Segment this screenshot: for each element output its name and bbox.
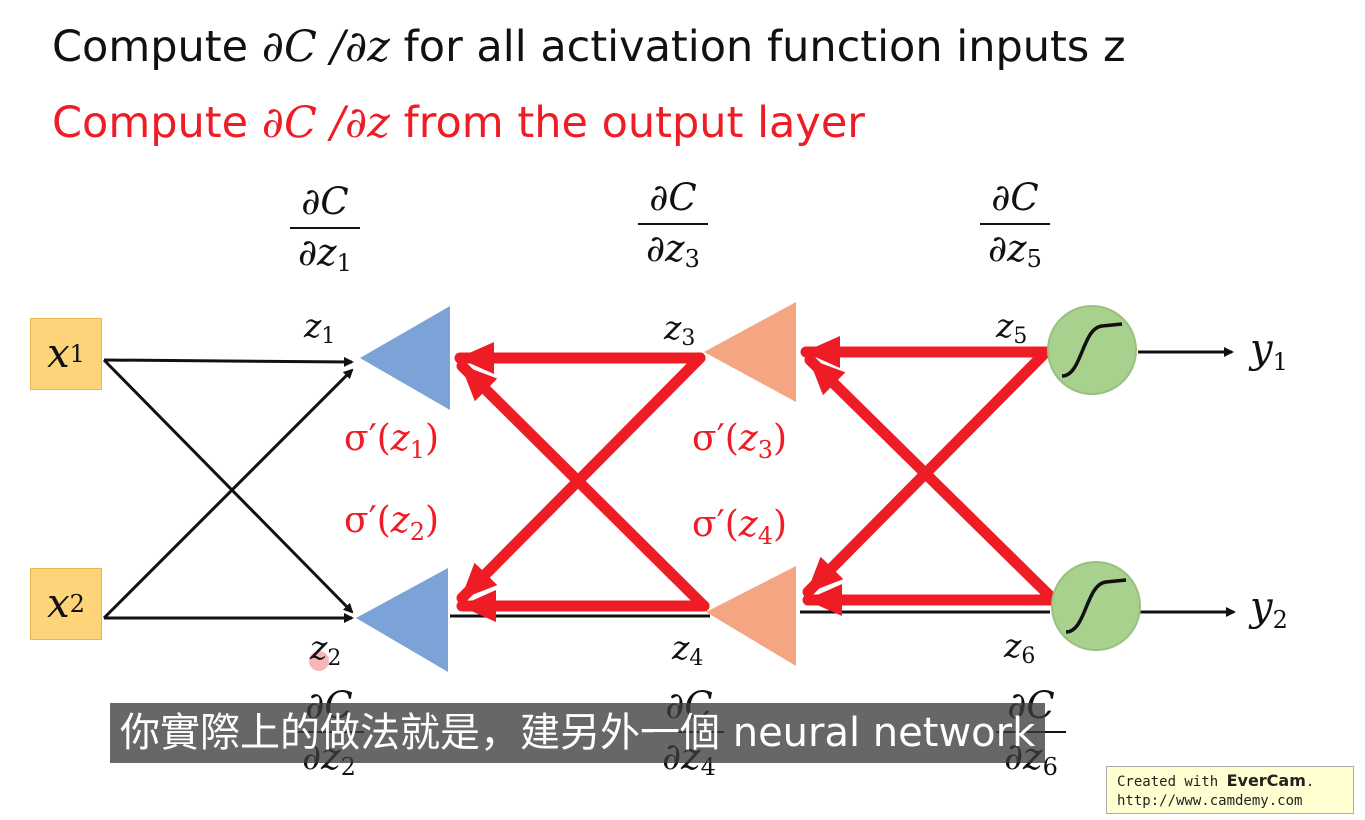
title-math: ∂C /∂z: [261, 22, 390, 72]
z2-label: z2: [310, 628, 342, 671]
dC-dz1-fraction: ∂C ∂z1: [270, 180, 380, 277]
edge-x1-z1: [103, 356, 354, 367]
subtitle-text-after: from the output layer: [389, 98, 865, 148]
slide-title: Compute ∂C /∂z for all activation functi…: [52, 22, 1126, 72]
z4-label: z4: [672, 628, 704, 671]
back-z6-z3: [804, 354, 1060, 606]
edge-x1-z2: [102, 358, 354, 614]
watermark-url[interactable]: http://www.camdemy.com: [1117, 793, 1303, 809]
dC-dz3-num: ∂C: [638, 176, 708, 225]
dC-dz3-den: ∂z3: [646, 227, 700, 273]
output-y1-sub: 1: [1272, 348, 1288, 376]
output-y2-sub: 2: [1272, 606, 1288, 634]
output-y1-name: y: [1250, 326, 1273, 372]
back-z4-z1: [456, 360, 710, 612]
subtitle-text-before: Compute: [52, 98, 262, 148]
output-y2-name: y: [1250, 584, 1273, 630]
dC-dz1-num: ∂C: [290, 180, 360, 229]
title-text-after: for all activation function inputs z: [389, 22, 1126, 72]
backward-arrows: [454, 336, 1060, 622]
input-x2-sub: 2: [69, 590, 85, 618]
dC-dz5-den: ∂z5: [988, 227, 1042, 273]
output-y1-label: y1: [1250, 326, 1288, 376]
z3-label: z3: [664, 308, 696, 351]
output-neuron-2: [1051, 561, 1141, 651]
neuron-z3-triangle: [704, 302, 796, 402]
z6-label: z6: [1004, 626, 1036, 669]
neuron-z2-triangle: [356, 568, 448, 672]
slide-subtitle: Compute ∂C /∂z from the output layer: [52, 98, 865, 148]
input-x2-label: x: [47, 581, 70, 627]
dC-dz1-den: ∂z1: [298, 231, 352, 277]
subtitle-math: ∂C /∂z: [261, 98, 390, 148]
evercam-watermark[interactable]: Created with EverCam. http://www.camdemy…: [1106, 766, 1354, 814]
z1-label: z1: [304, 306, 336, 349]
neuron-z4-triangle: [706, 566, 796, 666]
sigma-prime-z1: σ′(z1): [344, 418, 440, 464]
sigma-prime-z3: σ′(z3): [692, 418, 788, 464]
cursor-highlight: [309, 651, 329, 671]
watermark-line1: Created with EverCam.: [1117, 771, 1315, 790]
dC-dz5-num: ∂C: [980, 176, 1050, 225]
input-x1-sub: 1: [69, 340, 85, 368]
sigma-prime-z4: σ′(z4): [692, 504, 788, 550]
sigma-prime-z2: σ′(z2): [344, 500, 440, 546]
title-text-before: Compute: [52, 22, 262, 72]
video-subtitle-caption: 你實際上的做法就是，建另外一個 neural network: [110, 703, 1046, 763]
neuron-z1-triangle: [360, 306, 450, 410]
output-y2-label: y2: [1250, 584, 1288, 634]
dC-dz5-fraction: ∂C ∂z5: [960, 176, 1070, 273]
z5-label: z5: [996, 306, 1028, 349]
output-neuron-1: [1047, 305, 1137, 395]
input-x1-label: x: [47, 331, 70, 377]
dC-dz3-fraction: ∂C ∂z3: [618, 176, 728, 273]
edge-x2-z1: [102, 368, 354, 620]
